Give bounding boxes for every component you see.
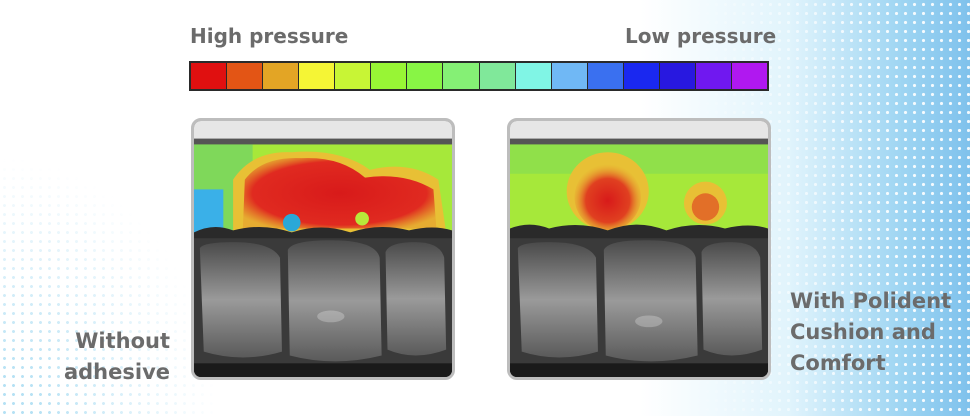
caption-line: Without — [75, 329, 170, 353]
caption-without-adhesive: Without adhesive — [30, 326, 170, 388]
caption-with-polident: With Polident Cushion and Comfort — [790, 286, 960, 379]
scale-swatch — [623, 63, 659, 89]
caption-line: adhesive — [63, 360, 170, 384]
pressure-map-with-polident — [507, 118, 771, 380]
pressure-map-image-b — [510, 121, 768, 377]
caption-line: With Polident — [790, 289, 952, 313]
scale-swatch — [551, 63, 587, 89]
scale-swatch — [227, 63, 263, 89]
pressure-color-scale — [189, 61, 769, 91]
background-dot-pattern-left — [0, 156, 220, 416]
scale-swatch — [659, 63, 695, 89]
scale-swatch — [371, 63, 407, 89]
caption-line: Cushion and — [790, 320, 936, 344]
scale-swatch — [587, 63, 623, 89]
caption-line: Comfort — [790, 351, 886, 375]
pressure-map-without-adhesive — [191, 118, 455, 380]
low-pressure-label: Low pressure — [625, 24, 777, 48]
scale-swatch — [731, 63, 767, 89]
scale-swatch — [335, 63, 371, 89]
scale-swatch — [479, 63, 515, 89]
pressure-map-image-a — [194, 121, 452, 377]
high-pressure-label: High pressure — [190, 24, 349, 48]
scale-swatch — [443, 63, 479, 89]
scale-swatch — [695, 63, 731, 89]
scale-swatch — [263, 63, 299, 89]
scale-swatch — [515, 63, 551, 89]
scale-swatch — [191, 63, 227, 89]
scale-swatch — [407, 63, 443, 89]
scale-swatch — [299, 63, 335, 89]
